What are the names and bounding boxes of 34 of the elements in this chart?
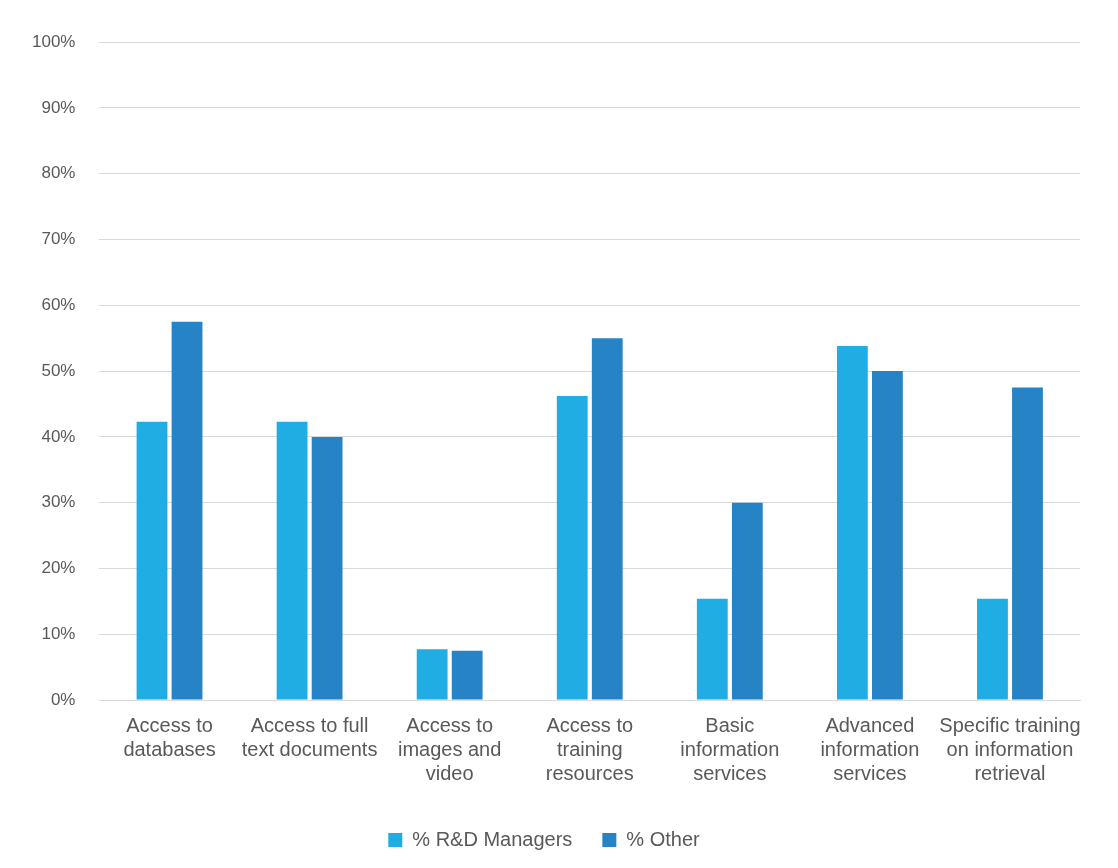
bar: [136, 421, 168, 700]
y-tick-label: 50%: [41, 360, 76, 380]
bar: [451, 650, 483, 700]
bar: [696, 598, 728, 700]
bar: [276, 421, 308, 700]
bar: [1012, 387, 1043, 700]
y-tick-label: 0%: [50, 689, 76, 709]
y-tick-label: 10%: [41, 623, 76, 643]
legend-label: % R&D Managers: [412, 827, 573, 850]
y-tick-label: 20%: [41, 558, 76, 578]
y-tick-label: 80%: [41, 163, 76, 183]
y-tick-label: 60%: [41, 295, 76, 315]
bar: [311, 436, 343, 700]
bar: [731, 502, 763, 700]
bar: [871, 371, 903, 700]
bar: [556, 396, 588, 700]
y-tick-label: 30%: [41, 492, 76, 512]
bar: [416, 649, 448, 700]
y-tick-label: 40%: [41, 426, 76, 446]
x-tick-label: Specific training on information retrieval: [939, 713, 1081, 784]
x-tick-label: Basic information services: [680, 713, 780, 784]
bar: [171, 321, 203, 700]
x-tick-label: Access to databases: [123, 713, 216, 760]
x-tick-label: Access to images and video: [397, 713, 502, 784]
y-tick-label: 100%: [32, 31, 76, 51]
x-tick-label: Advanced information services: [820, 713, 920, 784]
y-tick-label: 70%: [41, 229, 76, 249]
bar: [977, 598, 1008, 700]
y-tick-label: 90%: [41, 97, 76, 117]
bar: [591, 338, 623, 700]
x-tick-label: Access to training resources: [545, 713, 634, 784]
legend-label: % Other: [626, 827, 701, 850]
bar: [836, 346, 868, 700]
x-tick-label: Access to full text documents: [241, 713, 378, 760]
